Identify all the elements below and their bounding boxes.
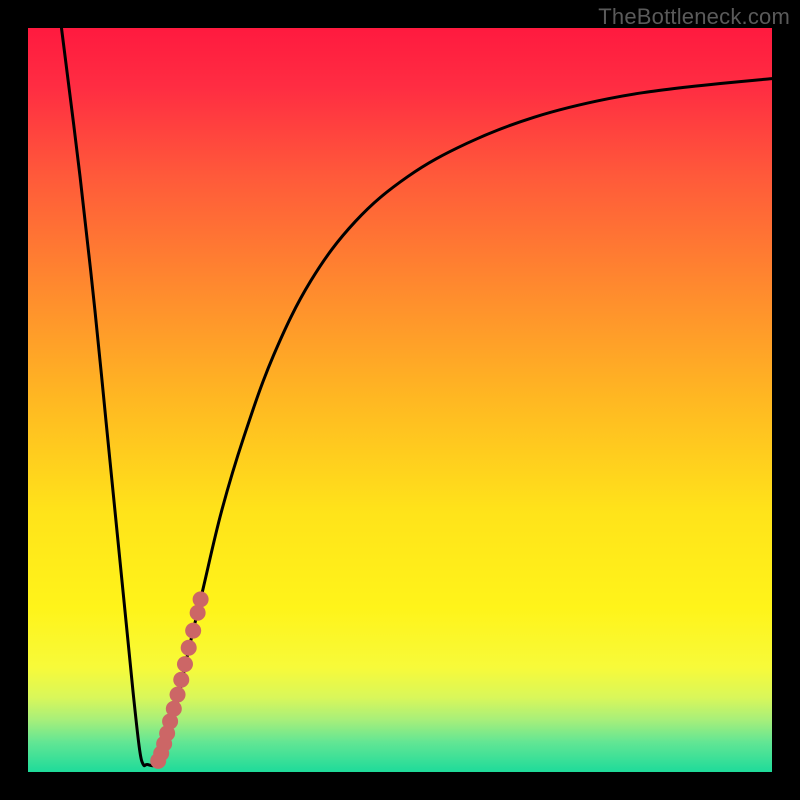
highlight-marker (193, 591, 209, 607)
highlight-marker (177, 656, 193, 672)
highlight-marker (173, 672, 189, 688)
plot-background (28, 28, 772, 772)
chart-stage: TheBottleneck.com (0, 0, 800, 800)
watermark-text: TheBottleneck.com (598, 4, 790, 30)
highlight-marker (170, 687, 186, 703)
highlight-marker (185, 623, 201, 639)
highlight-marker (166, 701, 182, 717)
highlight-marker (190, 605, 206, 621)
chart-svg (0, 0, 800, 800)
highlight-marker (181, 640, 197, 656)
